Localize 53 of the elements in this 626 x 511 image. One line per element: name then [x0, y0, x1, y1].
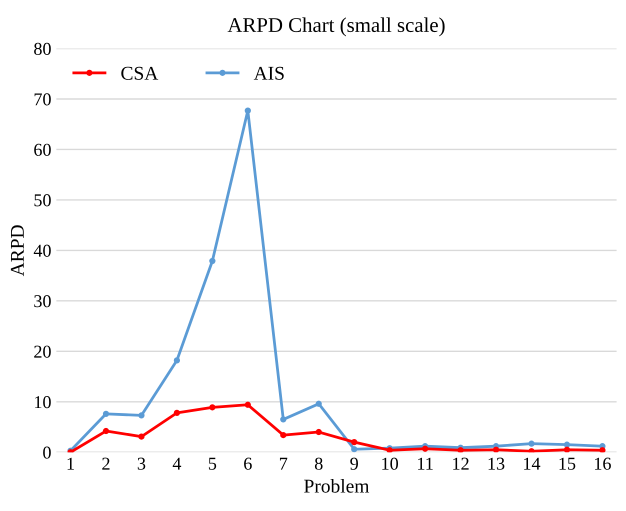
- x-tick-label: 10: [382, 458, 398, 470]
- x-tick-label: 14: [524, 458, 540, 470]
- y-tick-label: 60: [34, 144, 51, 156]
- x-tick-label: 2: [102, 458, 110, 470]
- point: [599, 447, 606, 452]
- y-tick-label: 10: [35, 396, 51, 408]
- y-tick-label: 0: [43, 446, 51, 459]
- point: [174, 357, 180, 364]
- chart-title: ARPD Chart (small scale): [228, 17, 445, 36]
- x-axis-title: Problem: [304, 479, 370, 493]
- y-tick-label: 30: [34, 295, 51, 308]
- point: [174, 410, 180, 416]
- x-tick-label: 7: [280, 458, 288, 470]
- point: [316, 400, 322, 407]
- point: [316, 428, 322, 436]
- x-tick-label: 13: [488, 458, 504, 470]
- x-tick-label: 12: [453, 458, 469, 470]
- point: [209, 404, 216, 410]
- x-tick-label: 1: [68, 458, 74, 470]
- x-tick-label: 5: [208, 458, 216, 470]
- point: [102, 410, 110, 418]
- x-tick-label: 6: [244, 458, 252, 470]
- point: [138, 412, 145, 419]
- y-tick-label: 70: [34, 93, 51, 106]
- point: [351, 446, 358, 452]
- point: [209, 258, 216, 264]
- point: [492, 446, 500, 452]
- x-tick-label: 8: [314, 458, 323, 470]
- point: [564, 446, 570, 452]
- legend-label: AIS: [254, 66, 284, 80]
- point: [564, 442, 570, 448]
- point: [244, 107, 251, 114]
- x-tick-label: 4: [172, 458, 182, 470]
- point: [280, 416, 286, 423]
- y-axis-title: ARPD: [10, 225, 24, 276]
- x-tick-label: 11: [418, 458, 433, 470]
- y-tick-label: 40: [34, 244, 51, 257]
- point: [351, 439, 358, 446]
- point: [102, 428, 110, 434]
- legend-label: CSA: [121, 66, 158, 80]
- point: [280, 432, 286, 438]
- point: [528, 440, 535, 447]
- x-tick-label: 15: [560, 458, 576, 470]
- x-tick-label: 16: [594, 458, 611, 470]
- point: [422, 446, 428, 452]
- point: [138, 433, 145, 440]
- y-tick-label: 50: [34, 194, 51, 206]
- x-tick-label: 3: [138, 458, 146, 470]
- point: [457, 447, 464, 452]
- point: [244, 402, 251, 408]
- x-tick-label: 9: [350, 458, 358, 470]
- y-tick-label: 20: [34, 346, 51, 358]
- y-tick-label: 80: [34, 42, 51, 55]
